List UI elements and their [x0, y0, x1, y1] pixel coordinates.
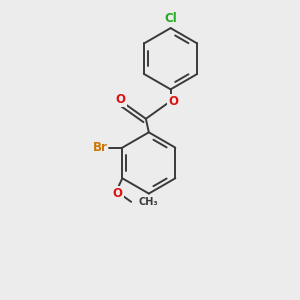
Text: O: O — [116, 93, 126, 106]
Text: O: O — [168, 94, 178, 108]
Text: O: O — [112, 187, 123, 200]
Text: CH₃: CH₃ — [139, 197, 158, 207]
Text: Cl: Cl — [164, 12, 177, 25]
Text: Br: Br — [92, 141, 107, 154]
